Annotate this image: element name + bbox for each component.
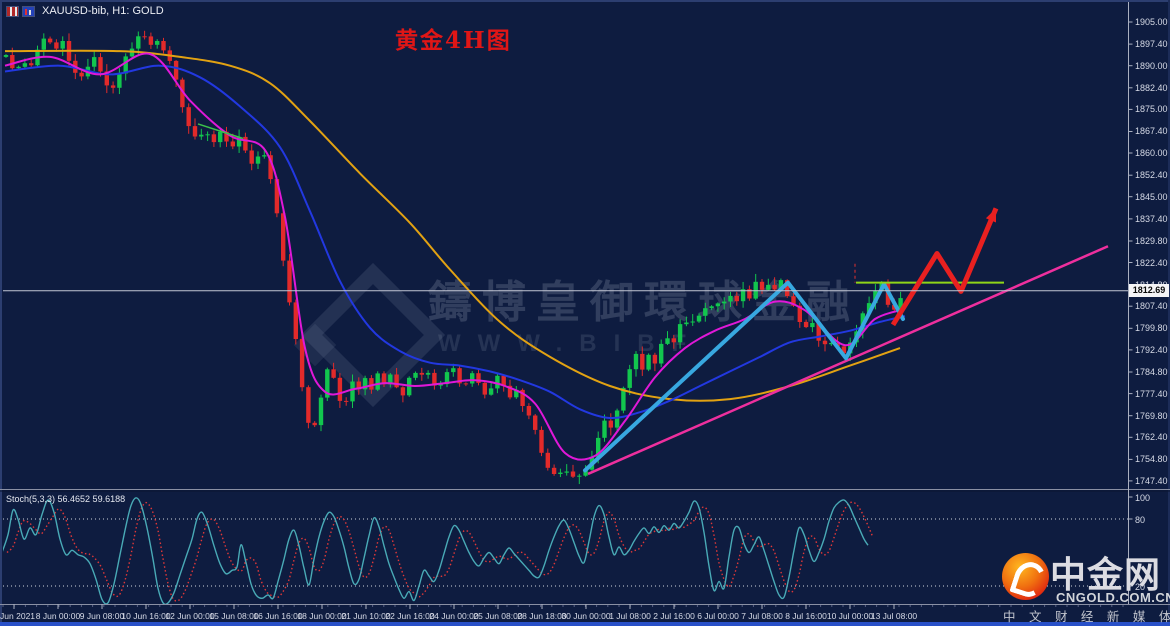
price-tick-label: 1822.40 [1135,258,1168,268]
chart-titlebar: XAUUSD-bib, H1: GOLD [6,4,164,18]
date-tick-label: 4 Jun 2021 [0,611,36,621]
price-tick-label: 1860.00 [1135,148,1168,158]
price-tick-label: 1799.80 [1135,323,1168,333]
date-tick-label: 25 Jun 08:00 [473,611,523,621]
ma-mid-blue [4,64,906,420]
price-tick-label: 1837.40 [1135,214,1168,224]
stoch-indicator-label: Stoch(5,3,3) 56.4652 59.6188 [6,494,126,504]
price-tick-label: 1747.40 [1135,476,1168,486]
price-tick-label: 1845.00 [1135,192,1168,202]
price-tick-label: 1882.40 [1135,83,1168,93]
candles [3,30,903,485]
date-tick-label: 9 Jun 08:00 [79,611,125,621]
pink-uptrend-line[interactable] [587,245,1109,476]
date-tick-label: 24 Jun 00:00 [429,611,479,621]
date-tick-label: 28 Jun 18:00 [517,611,567,621]
cngold-flame-icon [1002,553,1050,601]
ma-slow-orange [4,49,901,402]
main-panel[interactable] [3,30,1128,485]
price-tick-label: 1867.40 [1135,126,1168,136]
price-tick-label: 1829.80 [1135,236,1168,246]
candle-chart-icon[interactable] [22,5,35,17]
price-tick-label: 1769.80 [1135,411,1168,421]
cyan-zigzag-annotation[interactable] [583,280,905,473]
symbol-title: XAUUSD-bib, H1: GOLD [42,5,164,17]
stoch-tick-label: 20 [1135,582,1146,592]
window-bottom-bar [0,622,1170,626]
price-tick-label: 1784.80 [1135,367,1168,377]
date-tick-label: 6 Jul 00:00 [697,611,739,621]
stoch-tick-label: 80 [1135,515,1146,525]
date-tick-label: 8 Jun 00:00 [35,611,81,621]
ma-fast-magenta [4,52,901,461]
watermark-url: WWW.BIBF [438,330,704,357]
date-tick-label: 18 Jun 00:00 [297,611,347,621]
window-edge-left [0,0,2,626]
cngold-logo-tagline: 中 文 财 经 新 媒 体 [1003,610,1170,624]
cngold-logo-name: 中金网 [1050,554,1162,595]
stoch-panel[interactable] [2,497,1128,605]
price-tick-label: 1807.40 [1135,301,1168,311]
price-tick-label: 1875.00 [1135,104,1168,114]
price-tick-label: 1754.80 [1135,454,1168,464]
red-projection-arrow[interactable] [890,207,999,327]
date-tick-label: 21 Jun 10:00 [341,611,391,621]
date-tick-label: 10 Jul 00:00 [826,611,874,621]
price-tick-label: 1777.40 [1135,389,1168,399]
panel-frame [0,2,1170,609]
date-tick-label: 22 Jun 16:00 [385,611,435,621]
price-tick-label: 1897.40 [1135,39,1168,49]
date-tick-label: 16 Jun 16:00 [253,611,303,621]
cngold-logo: 中金网 CNGOLD.COM.CN 中 文 财 经 新 媒 体 [998,546,1170,624]
red-arrow-head[interactable] [985,208,996,223]
price-tick-label: 1852.40 [1135,170,1168,180]
price-tick-label: 1762.40 [1135,432,1168,442]
price-tick-label: 1905.00 [1135,17,1168,27]
date-tick-label: 2 Jul 16:00 [653,611,695,621]
date-tick-label: 15 Jun 08:00 [209,611,259,621]
date-tick-label: 8 Jul 16:00 [785,611,827,621]
bar-chart-icon[interactable] [6,5,19,17]
stoch-main-line [3,497,869,604]
mini-trendline[interactable] [197,123,244,140]
cngold-logo-domain: CNGOLD.COM.CN [1056,590,1170,605]
current-price-tag: 1812.69 [1129,284,1169,297]
window-edge-right [1168,0,1170,626]
date-tick-label: 30 Jun 00:00 [561,611,611,621]
stoch-tick-label: 100 [1135,493,1151,503]
date-tick-label: 12 Jun 00:00 [165,611,215,621]
price-tick-label: 1890.00 [1135,61,1168,71]
date-tick-label: 10 Jun 16:00 [121,611,171,621]
price-tick-label: 1792.40 [1135,345,1168,355]
date-tick-label: 13 Jul 08:00 [870,611,918,621]
date-tick-label: 1 Jul 08:00 [609,611,651,621]
window-edge-top [0,0,1170,2]
date-tick-label: 7 Jul 08:00 [741,611,783,621]
chart-heading-annotation[interactable]: 黄金4H图 [395,27,512,54]
